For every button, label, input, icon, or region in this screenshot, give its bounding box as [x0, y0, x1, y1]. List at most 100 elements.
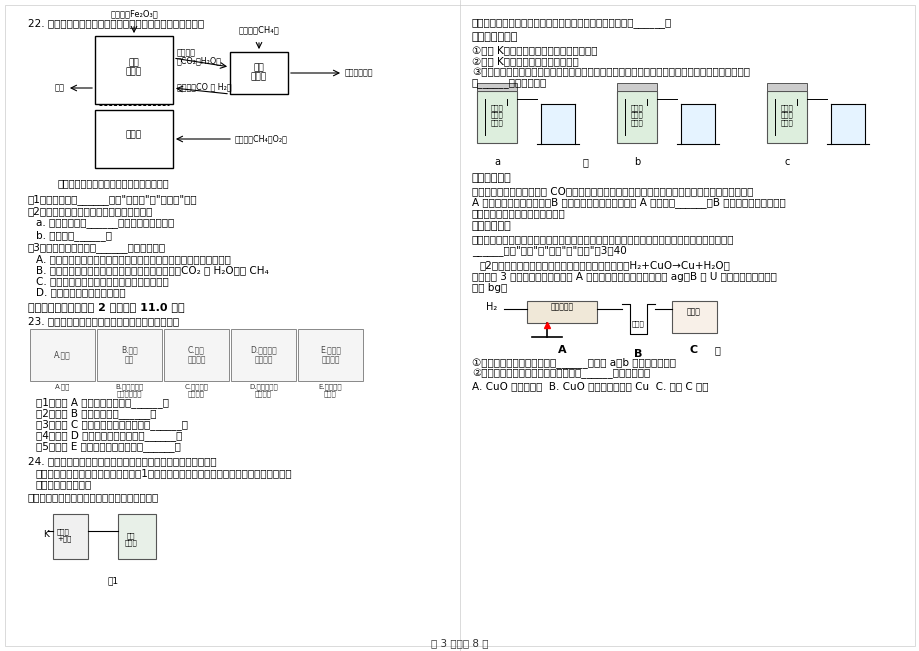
Bar — [527, 301, 596, 323]
Text: A.过滤: A.过滤 — [54, 350, 71, 359]
Text: ②下列因素中，对测定结果有影响的是______（填序号）。: ②下列因素中，对测定结果有影响的是______（填序号）。 — [471, 369, 650, 380]
Text: 【提出问题】生成的气体中是否含有一氧化碳？: 【提出问题】生成的气体中是否含有一氧化碳？ — [28, 492, 159, 502]
Bar — [476, 83, 516, 91]
Text: （CO₂和H₂O）: （CO₂和H₂O） — [176, 56, 221, 65]
Text: 燃烧室: 燃烧室 — [126, 130, 142, 139]
Text: D.测定空气
氧气含量: D.测定空气 氧气含量 — [250, 345, 277, 365]
Text: E.排水法
收集氧气: E.排水法 收集氧气 — [320, 345, 341, 365]
Text: 图: 图 — [582, 157, 587, 167]
Text: B.氢气
燃烧: B.氢气 燃烧 — [121, 345, 138, 365]
Bar — [766, 83, 806, 91]
Text: ______（填"大于"、"等于"或"小于"）3：40: ______（填"大于"、"等于"或"小于"）3：40 — [471, 245, 626, 256]
Bar — [95, 110, 173, 168]
Text: （2）实验 B 中水的作用是______。: （2）实验 B 中水的作用是______。 — [36, 408, 156, 419]
Text: 反应室: 反应室 — [251, 72, 267, 81]
Text: ③甲组同学想除尽生成的气体中的二氧化碳，并将剩余气体收集在集气瓶中。下列装置中最为合理的: ③甲组同学想除尽生成的气体中的二氧化碳，并将剩余气体收集在集气瓶中。下列装置中最… — [471, 67, 749, 77]
Text: （1）实验 A 中玻璃棒的作用是______。: （1）实验 A 中玻璃棒的作用是______。 — [36, 397, 169, 408]
Text: 【实验求证】: 【实验求证】 — [471, 173, 511, 183]
Text: D. 竖炉炼铁得到的产品为纯铁: D. 竖炉炼铁得到的产品为纯铁 — [36, 287, 126, 297]
Text: 定量的
氢氧化
钠溶液: 定量的 氢氧化 钠溶液 — [780, 104, 792, 126]
Text: 天然气（CH₄）: 天然气（CH₄） — [238, 25, 279, 34]
Text: C: C — [689, 345, 698, 355]
Bar — [830, 104, 864, 144]
Text: 定量的
氢氧化
钠溶液: 定量的 氢氧化 钠溶液 — [630, 104, 642, 126]
Text: 注：框号内化学式表示相应物质的主要成分: 注：框号内化学式表示相应物质的主要成分 — [58, 178, 169, 188]
Text: 氧化铜
+碳粉: 氧化铜 +碳粉 — [57, 528, 72, 542]
Text: 增加 bg。: 增加 bg。 — [471, 283, 506, 293]
Text: D.测定空气中
氧气含量: D.测定空气中 氧气含量 — [249, 383, 278, 397]
Text: 赤铁矿（Fe₂O₃）: 赤铁矿（Fe₂O₃） — [110, 9, 158, 18]
Text: 图: 图 — [713, 345, 720, 355]
Bar — [476, 91, 516, 143]
Text: K: K — [43, 530, 49, 539]
Text: 体的成分进行探究。: 体的成分进行探究。 — [36, 479, 92, 489]
Text: 23. 如图是初中化学常见的实验，请回答下列问题。: 23. 如图是初中化学常见的实验，请回答下列问题。 — [28, 316, 179, 326]
Text: 反应室: 反应室 — [126, 68, 142, 77]
Text: （2）用化学方程式表示竖炉内进行的反应：: （2）用化学方程式表示竖炉内进行的反应： — [28, 206, 153, 216]
Text: （3）实验 C 中水的作用是提供热量和______。: （3）实验 C 中水的作用是提供热量和______。 — [36, 419, 187, 430]
Text: （3）下列说法正确的是______（填序号）。: （3）下列说法正确的是______（填序号）。 — [28, 242, 166, 253]
Text: 图1: 图1 — [108, 576, 119, 585]
Bar — [540, 104, 574, 144]
Text: a: a — [494, 157, 499, 167]
Text: 澄清
石灰水: 澄清 石灰水 — [124, 532, 137, 546]
Text: 【实验与讨论】: 【实验与讨论】 — [471, 32, 517, 42]
Text: 第 3 页，共 8 页: 第 3 页，共 8 页 — [431, 638, 488, 648]
Text: （5）实验 E 中氢气的化学方程式为______。: （5）实验 E 中氢气的化学方程式为______。 — [36, 441, 181, 452]
Text: B.氢气在空气
中燃烧赤铁矿: B.氢气在空气 中燃烧赤铁矿 — [115, 383, 143, 397]
Text: 六、探究题（本大题共 2 小题，共 11.0 分）: 六、探究题（本大题共 2 小题，共 11.0 分） — [28, 302, 185, 312]
Bar — [298, 329, 363, 381]
Bar — [231, 329, 296, 381]
Text: 混合气（CH₄和O₂）: 混合气（CH₄和O₂） — [234, 135, 288, 143]
Text: b: b — [633, 157, 640, 167]
Text: （1）赤铁矿属于______（填"纯净物"或"混合物"）。: （1）赤铁矿属于______（填"纯净物"或"混合物"）。 — [28, 194, 198, 205]
Text: c: c — [784, 157, 789, 167]
Text: H₂: H₂ — [486, 302, 497, 312]
Text: 22. 竖炉炼铁是一种重要的炼铁方法，其工艺流程如图所示。: 22. 竖炉炼铁是一种重要的炼铁方法，其工艺流程如图所示。 — [28, 18, 204, 28]
Text: 根据如图 3 进行实验，反应后测得 A 中玻璃管（含药品）质量减少 ag，B 中 U 形管（含药品）质量: 根据如图 3 进行实验，反应后测得 A 中玻璃管（含药品）质量减少 ag，B 中… — [471, 272, 776, 282]
Text: （4）实验 D 中反应的化学方程式为______。: （4）实验 D 中反应的化学方程式为______。 — [36, 430, 182, 441]
Bar — [95, 36, 173, 104]
Text: 为了检验生成的气体中含有 CO，将收集在集气瓶中的气体排出，再通入图甲所示的装置进行实验。: 为了检验生成的气体中含有 CO，将收集在集气瓶中的气体排出，再通入图甲所示的装置… — [471, 186, 753, 196]
Text: b. 燃烧室内______。: b. 燃烧室内______。 — [36, 230, 112, 241]
Text: ①打开 K，缓缓通入干燥的氮气一段时间。: ①打开 K，缓缓通入干燥的氮气一段时间。 — [471, 45, 596, 55]
Text: C. 燃烧室内进行的反应为炼铁提供了大量热量: C. 燃烧室内进行的反应为炼铁提供了大量热量 — [36, 276, 168, 286]
Text: 高温尾气: 高温尾气 — [176, 48, 196, 57]
Bar — [164, 329, 229, 381]
Text: ②关闭 K，加热至一定温度使之反应: ②关闭 K，加热至一定温度使之反应 — [471, 56, 578, 66]
Text: 碳粉还原氧化铜的实验中，若生成的气体中含有一氧化碳，则反应时消耗碳与氧化铜的质量之比: 碳粉还原氧化铜的实验中，若生成的气体中含有一氧化碳，则反应时消耗碳与氧化铜的质量… — [471, 234, 733, 244]
Text: 【实验反思】: 【实验反思】 — [471, 221, 511, 231]
Text: 合成气（CO 和 H₂）: 合成气（CO 和 H₂） — [176, 82, 232, 91]
Bar — [680, 104, 714, 144]
Text: a. 还原反应室内______（任意选择一个）。: a. 还原反应室内______（任意选择一个）。 — [36, 218, 174, 228]
Bar — [671, 301, 716, 333]
Text: 氧化铜粉末: 氧化铜粉末 — [550, 303, 573, 311]
Text: 是______（填序号）。: 是______（填序号）。 — [471, 78, 547, 88]
Text: A: A — [557, 345, 566, 355]
Bar — [118, 514, 156, 559]
Text: 干燥剂: 干燥剂 — [631, 321, 643, 327]
Text: A.过滤: A.过滤 — [55, 383, 70, 389]
Bar — [96, 329, 162, 381]
Text: C.蜡烛
燃烧实验: C.蜡烛 燃烧实验 — [187, 345, 206, 365]
Text: 生石灰: 生石灰 — [686, 307, 700, 316]
Text: 铁水: 铁水 — [55, 83, 65, 92]
Text: A. CuO 粉末不干燥  B. CuO 没有完全转化为 Cu  C. 没有 C 装置: A. CuO 粉末不干燥 B. CuO 没有完全转化为 Cu C. 没有 C 装… — [471, 381, 708, 391]
Text: E.实验量取
纯氧气: E.实验量取 纯氧气 — [318, 383, 342, 397]
Text: 定量的
氢氧化
钠溶液: 定量的 氢氧化 钠溶液 — [490, 104, 503, 126]
Text: 可说明气体样品中含有一氧化碳。: 可说明气体样品中含有一氧化碳。 — [471, 208, 565, 218]
Text: 请用化学方程式表示出生成气体中可能有一氧化碳的理由：______。: 请用化学方程式表示出生成气体中可能有一氧化碳的理由：______。 — [471, 18, 672, 28]
Text: ①水中氢、氧元素的质量比是______（用含 a、b 的式子表示）。: ①水中氢、氧元素的质量比是______（用含 a、b 的式子表示）。 — [471, 357, 675, 368]
Text: 还原: 还原 — [129, 59, 139, 68]
Text: A. 加入的铁矿石要进行粉碎，目的是加快反应速率和提高原料利用率: A. 加入的铁矿石要进行粉碎，目的是加快反应速率和提高原料利用率 — [36, 254, 231, 264]
Bar — [53, 514, 88, 559]
Text: （2）乙组同学测定水中氢、氧元素的质量比（已知：H₂+CuO→Cu+H₂O）: （2）乙组同学测定水中氢、氧元素的质量比（已知：H₂+CuO→Cu+H₂O） — [480, 260, 730, 270]
Bar — [766, 91, 806, 143]
Text: A 中的固体改用用氧化铜，B 中溶液仍为澄清石灰水，若 A 中现象为______，B 中澄清石灰水变浑浊，: A 中的固体改用用氧化铜，B 中溶液仍为澄清石灰水，若 A 中现象为______… — [471, 197, 785, 208]
Text: 催化: 催化 — [254, 64, 264, 72]
Bar — [617, 83, 656, 91]
Bar — [30, 329, 95, 381]
Text: B. 该工艺流程中，可循环利用的物质有高温尾气（CO₂ 和 H₂O）和 CH₄: B. 该工艺流程中，可循环利用的物质有高温尾气（CO₂ 和 H₂O）和 CH₄ — [36, 265, 268, 275]
Text: 甲组同学用氧化铜与足量的碳粉利用图1所示装置在隔绝氧气的条件下进行实验，并对生成气: 甲组同学用氧化铜与足量的碳粉利用图1所示装置在隔绝氧气的条件下进行实验，并对生成… — [36, 468, 292, 478]
Text: 24. 重庆一中学化学兴趣小组对物质的性质和组成通行相关探究。: 24. 重庆一中学化学兴趣小组对物质的性质和组成通行相关探究。 — [28, 456, 216, 466]
